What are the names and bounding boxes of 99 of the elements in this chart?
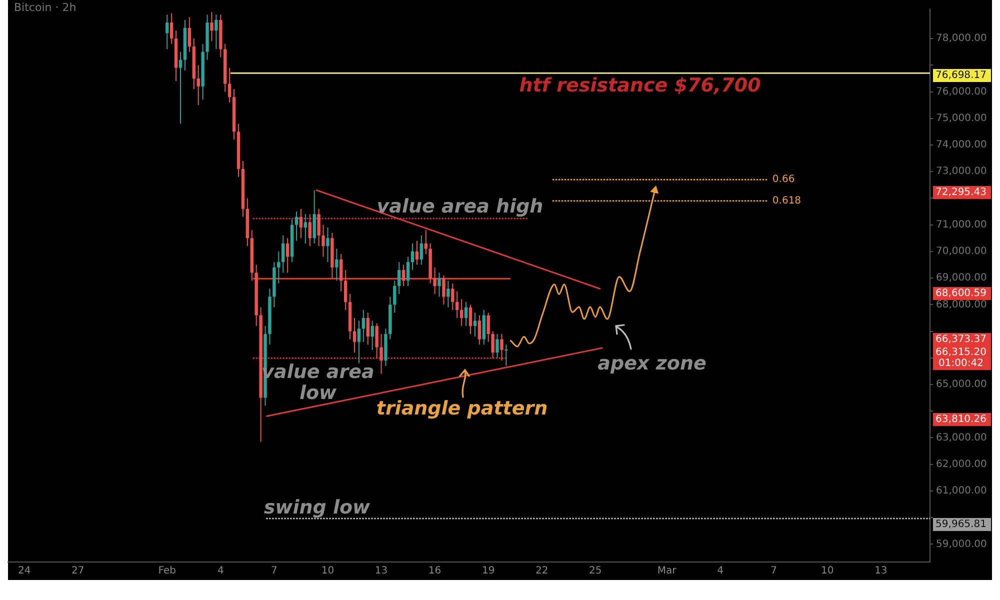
x-tick-label: 10 <box>821 566 834 577</box>
x-tick-label: 24 <box>18 566 31 577</box>
y-tick-label: 63,000.00 <box>936 432 987 444</box>
candlestick <box>340 254 343 292</box>
y-tick-label: 78,000.00 <box>936 33 987 44</box>
candlestick <box>352 317 356 354</box>
candlestick <box>286 238 290 274</box>
candlestick <box>357 320 361 364</box>
annotation: apex zone <box>598 352 706 374</box>
candlestick <box>178 51 182 124</box>
candlestick <box>210 11 214 42</box>
x-tick-label: Feb <box>158 566 176 577</box>
candlestick <box>282 234 285 274</box>
candlestick <box>393 280 396 314</box>
candlestick <box>456 290 459 318</box>
text: 66,315.20 01:00:42 <box>936 347 986 370</box>
series-label: 0.618 <box>772 195 802 206</box>
candlestick <box>464 302 468 326</box>
candlestick <box>362 309 366 342</box>
y-tick-label: 62,000.00 <box>936 458 987 470</box>
x-tick-label: 13 <box>374 566 388 577</box>
candlestick <box>496 333 499 358</box>
annotation: swing low <box>264 496 371 518</box>
y-tick-label: 76,000.00 <box>936 86 987 98</box>
candlestick <box>375 322 378 358</box>
candlestick <box>406 256 410 287</box>
y-tick-label: 71,000.00 <box>936 219 987 230</box>
candlestick <box>420 234 424 266</box>
y-tick-label: 68,000.00 <box>936 299 987 310</box>
candlestick <box>335 248 338 282</box>
annotation: value area high <box>376 195 544 218</box>
candlestick <box>344 270 348 310</box>
candlestick <box>188 16 192 52</box>
y-tick-label: 61,000.00 <box>936 486 987 497</box>
candlestick <box>370 320 374 350</box>
candlestick <box>486 312 490 342</box>
candlestick <box>196 64 200 106</box>
candlestick <box>299 208 303 239</box>
y-tick-label: 75,000.00 <box>936 112 987 124</box>
x-tick-label: 4 <box>717 566 724 577</box>
candlestick <box>170 12 174 44</box>
candlestick <box>460 298 464 326</box>
candlestick <box>228 67 232 103</box>
text: 66,373.37 <box>936 334 986 346</box>
candlestick <box>504 344 508 366</box>
text: 68,600.59 <box>936 288 986 300</box>
x-tick-label: Mar <box>657 566 678 577</box>
text: 72,295.43 <box>936 187 986 198</box>
candlestick <box>398 262 401 295</box>
x-tick-label: 13 <box>874 566 888 577</box>
candlestick <box>433 266 436 295</box>
candlestick <box>380 333 383 374</box>
x-tick-label: 27 <box>72 566 84 577</box>
candlestick <box>478 314 482 346</box>
y-tick-label: 74,000.00 <box>936 140 987 151</box>
x-tick-label: 10 <box>321 566 334 577</box>
text: 63,810.26 <box>936 414 986 426</box>
candlestick <box>214 14 218 50</box>
candlestick <box>451 282 454 310</box>
candlestick <box>410 242 414 271</box>
x-tick-label: 25 <box>589 566 602 577</box>
candlestick <box>166 14 169 50</box>
chart-title: Bitcoin · 2h <box>14 0 76 14</box>
candlestick <box>500 333 504 362</box>
candlestick <box>277 250 280 284</box>
y-tick-label: 59,000.00 <box>936 538 987 550</box>
candlestick <box>442 274 446 306</box>
y-tick-label: 69,000.00 <box>936 272 987 284</box>
x-tick-label: 16 <box>428 566 442 577</box>
candlestick <box>366 312 370 346</box>
candlestick <box>308 214 312 247</box>
candlestick <box>473 312 477 338</box>
candlestick <box>438 272 441 298</box>
candlestick <box>482 309 486 346</box>
candlestick <box>491 330 494 358</box>
y-tick-label: 73,000.00 <box>936 166 987 178</box>
y-tick-label: 65,000.00 <box>936 379 987 390</box>
x-tick-label: 4 <box>217 566 224 577</box>
x-tick-label: 7 <box>271 566 278 577</box>
candlestick <box>304 214 308 244</box>
candlestick <box>326 226 330 263</box>
y-tick-label: 70,000.00 <box>936 246 987 258</box>
text: 59,965.81 <box>936 519 986 530</box>
candlestick <box>317 208 320 247</box>
candlestick <box>402 264 406 287</box>
candlestick <box>446 280 450 308</box>
x-tick-label: 19 <box>482 566 495 577</box>
candlestick <box>312 190 316 244</box>
candlestick <box>294 211 298 242</box>
candlestick <box>424 230 428 255</box>
x-tick-label: 22 <box>536 566 548 577</box>
annotation: htf resistance $76,700 <box>519 74 761 96</box>
x-tick-label: 7 <box>770 566 778 577</box>
annotation: triangle pattern <box>376 397 548 420</box>
candlestick <box>322 224 325 258</box>
text: 76,698.17 <box>936 70 986 82</box>
candlestick <box>415 240 419 266</box>
series-label: 0.66 <box>772 174 795 186</box>
candlestick <box>468 304 472 334</box>
